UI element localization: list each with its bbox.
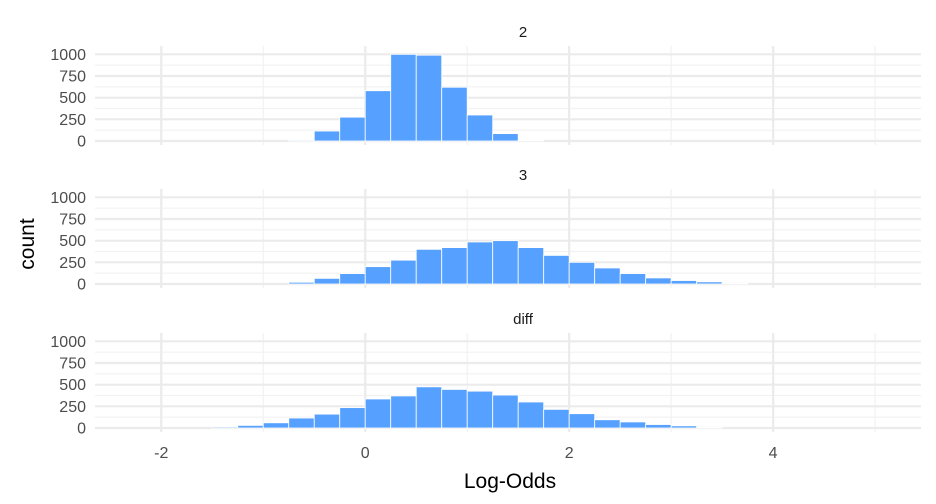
histogram-bar xyxy=(721,283,749,285)
histogram-bar xyxy=(492,240,519,285)
facet-panel-diff: 0 250 500 750 1000 diff xyxy=(50,311,921,438)
histogram-bar xyxy=(543,408,570,429)
histogram-bar xyxy=(313,277,341,285)
histogram-bar xyxy=(568,413,596,429)
facets-layer: 0 250 500 750 1000 2 0 250 500 750 1000 3 0 250 500 750… xyxy=(50,24,921,438)
facet-label: 3 xyxy=(519,167,527,184)
histogram-bar xyxy=(364,398,392,429)
y-tick-label: 250 xyxy=(59,112,86,129)
histogram-bar xyxy=(262,422,290,429)
histogram-bar xyxy=(237,424,264,429)
histogram-bar xyxy=(517,247,545,285)
histogram-bar xyxy=(211,426,239,429)
histogram-bar xyxy=(670,425,698,429)
histogram-bar xyxy=(594,267,621,285)
facet-panel-2: 0 250 500 750 1000 2 xyxy=(50,24,921,151)
histogram-bar xyxy=(288,139,315,142)
y-tick-label: 750 xyxy=(59,69,86,86)
histogram-bar xyxy=(441,389,468,429)
x-tick-label: 4 xyxy=(769,445,778,462)
histogram-bar xyxy=(543,254,570,285)
histogram-bar xyxy=(415,248,443,285)
histogram-bar xyxy=(415,386,443,429)
histogram-bar xyxy=(441,86,468,142)
y-tick-label: 250 xyxy=(59,255,86,272)
histogram-bar xyxy=(313,130,341,142)
histogram-bar xyxy=(492,133,519,142)
y-tick-label: 750 xyxy=(59,212,86,229)
histogram-bar xyxy=(619,273,647,285)
facet-label: diff xyxy=(513,311,534,328)
histogram-bar xyxy=(339,407,366,429)
y-tick-label: 500 xyxy=(59,233,86,250)
y-tick-label: 0 xyxy=(77,277,86,294)
histogram-bar xyxy=(390,395,417,429)
histogram-bar xyxy=(390,259,417,285)
facet-panel-3: 0 250 500 750 1000 3 xyxy=(50,167,921,294)
histogram-bar xyxy=(339,273,366,285)
histogram-bar xyxy=(517,139,545,142)
histogram-bar xyxy=(594,419,621,429)
y-tick-label: 250 xyxy=(59,399,86,416)
y-tick-label: 500 xyxy=(59,377,86,394)
facet-label: 2 xyxy=(519,24,527,41)
histogram-bar xyxy=(645,277,672,285)
y-tick-label: 750 xyxy=(59,356,86,373)
x-tick-label: 0 xyxy=(361,445,370,462)
x-axis-title: Log-Odds xyxy=(464,470,556,493)
y-tick-label: 1000 xyxy=(50,334,86,351)
histogram-bar xyxy=(415,54,443,142)
histogram-bar xyxy=(441,247,468,285)
histogram-bar xyxy=(619,421,647,429)
histogram-bar xyxy=(466,390,494,429)
histogram-bar xyxy=(313,413,341,429)
histogram-bar xyxy=(517,401,545,429)
histogram-bar xyxy=(466,241,494,285)
histogram-bar xyxy=(568,261,596,285)
histogram-bar xyxy=(288,281,315,285)
histogram-bar xyxy=(390,53,417,142)
histogram-bar xyxy=(696,281,723,285)
histogram-bar xyxy=(696,427,723,429)
histogram-bar xyxy=(466,114,494,142)
histogram-bar xyxy=(670,280,698,285)
y-tick-label: 0 xyxy=(77,421,86,438)
histogram-bar xyxy=(339,116,366,142)
histogram-bar xyxy=(364,266,392,285)
histogram-bar xyxy=(645,424,672,429)
x-tick-label: 2 xyxy=(565,445,574,462)
histogram-bar xyxy=(288,417,315,429)
y-axis-title: count xyxy=(16,218,39,270)
y-tick-label: 0 xyxy=(77,134,86,151)
y-tick-label: 500 xyxy=(59,90,86,107)
y-tick-label: 1000 xyxy=(50,47,86,64)
histogram-bar xyxy=(492,394,519,429)
x-axis: -2 0 2 4 xyxy=(154,445,778,462)
y-tick-label: 1000 xyxy=(50,190,86,207)
x-tick-label: -2 xyxy=(154,445,168,462)
histogram-bar xyxy=(364,90,392,142)
